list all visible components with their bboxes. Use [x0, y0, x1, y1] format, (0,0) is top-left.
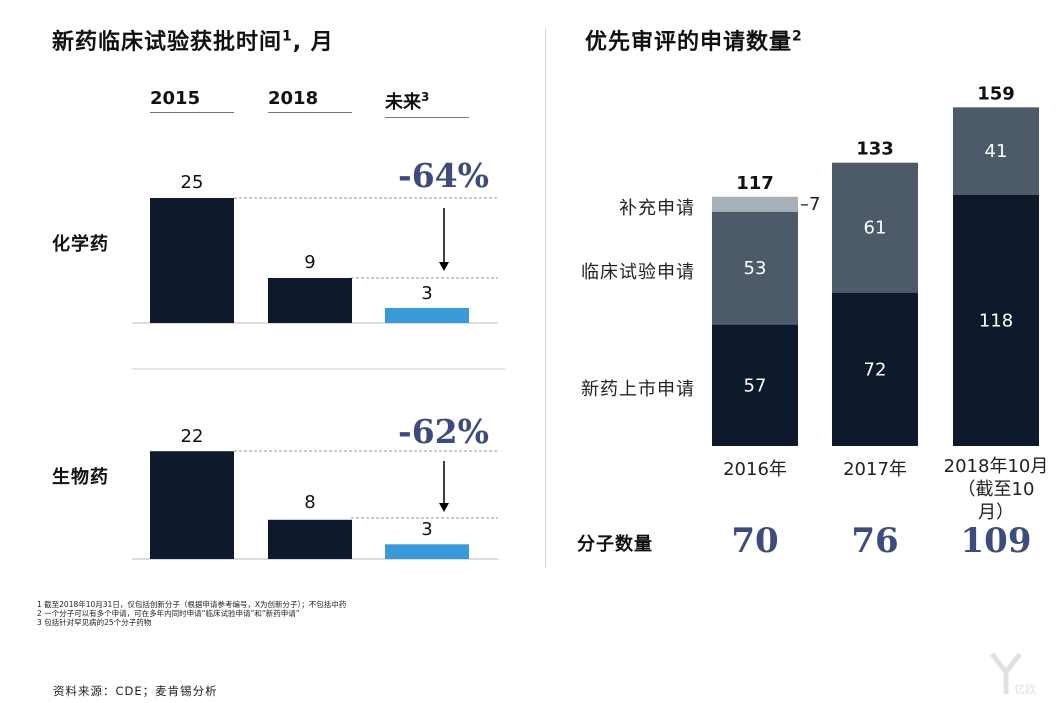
footnote-2: 2 一个分子可以有多个申请，可在多年内同时申请“临床试验申请”和“新药申请”	[37, 609, 300, 618]
x-label-2017: 2017年	[843, 459, 907, 480]
segment-value-label: –7	[800, 194, 820, 215]
right-chart-title: 优先审评的申请数量2	[585, 28, 803, 55]
segment-value-label: 57	[744, 375, 767, 396]
left-bar-chart	[132, 197, 505, 560]
value-label: 9	[304, 252, 316, 273]
year-header-2018: 2018	[268, 88, 352, 113]
total-label: 117	[736, 173, 774, 194]
bar-biologic-2018	[268, 519, 352, 559]
molecule-count-2018: 109	[960, 521, 1032, 561]
stack-segment	[712, 211, 798, 325]
bar-chemical-future	[385, 308, 469, 323]
segment-value-label: 118	[979, 310, 1013, 331]
row-label-biologic: 生物药	[52, 467, 109, 488]
panel-divider	[545, 28, 546, 568]
footnote-3: 3 包括针对罕见病的25个分子药物	[37, 618, 152, 627]
bar-chemical-2018	[268, 278, 352, 323]
row-label-chemical: 化学药	[52, 234, 109, 255]
molecule-count-label: 分子数量	[577, 534, 653, 555]
stack-segment	[953, 194, 1039, 446]
total-label: 159	[977, 83, 1015, 104]
stack-segment	[712, 324, 798, 446]
year-header-future: 未来3	[385, 88, 469, 118]
percent-change-biologic: -62%	[398, 412, 489, 451]
segment-value-label: 41	[985, 141, 1008, 162]
x-label-2018: 2018年10月 （截至10 月）	[943, 456, 1049, 523]
molecule-count-2017: 76	[851, 521, 899, 561]
arrow-head-icon	[439, 503, 449, 512]
segment-value-label: 61	[864, 218, 887, 239]
x-label-2016: 2016年	[723, 459, 787, 480]
watermark-text: 亿欧	[1014, 683, 1036, 696]
stack-segment	[953, 107, 1039, 195]
footnote-1: 1 截至2018年10月31日，仅包括创新分子（根据申请参考编号，X为创新分子）…	[37, 600, 347, 609]
value-label: 8	[304, 492, 316, 513]
bar-biologic-2015	[150, 451, 234, 559]
value-label: 3	[421, 519, 433, 540]
segment-value-label: 72	[864, 359, 887, 380]
value-label: 3	[421, 283, 433, 304]
footnotes: 1 截至2018年10月31日，仅包括创新分子（根据申请参考编号，X为创新分子）…	[37, 600, 346, 627]
percent-change-chemical: -64%	[398, 156, 489, 195]
category-label-nda: 新药上市申请	[581, 379, 695, 400]
category-label-clinical: 临床试验申请	[581, 262, 695, 283]
left-chart-title: 新药临床试验获批时间1, 月	[52, 28, 334, 55]
molecule-count-2016: 70	[731, 521, 779, 561]
stack-segment	[712, 196, 798, 212]
stack-segment	[832, 292, 918, 446]
bar-biologic-future	[385, 544, 469, 559]
stacked-bar-chart: 57 53 –7 117 72 61 133 118 41 159	[712, 83, 1039, 446]
source-note: 资料来源：CDE；麦肯锡分析	[53, 684, 218, 698]
value-label: 25	[180, 172, 204, 193]
total-label: 133	[856, 139, 894, 160]
segment-value-label: 53	[744, 258, 767, 279]
value-label: 22	[180, 426, 204, 447]
arrow-head-icon	[439, 262, 449, 271]
category-label-supplement: 补充申请	[619, 198, 695, 219]
year-header-2015: 2015	[150, 88, 234, 113]
bar-chemical-2015	[150, 198, 234, 323]
watermark-logo: 亿欧	[988, 650, 1048, 696]
stack-segment	[832, 162, 918, 293]
